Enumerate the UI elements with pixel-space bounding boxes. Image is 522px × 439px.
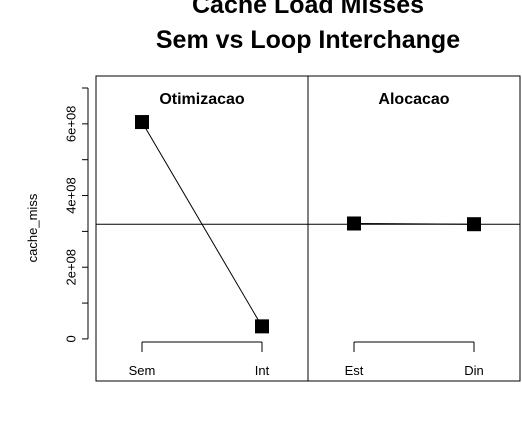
- y-axis: 0 2e+08 4e+08 6e+08: [63, 87, 89, 343]
- panel-title: Otimizacao: [159, 91, 245, 108]
- y-tick-label: 2e+08: [63, 249, 78, 286]
- x-tick-label: Sem: [129, 363, 156, 378]
- data-point: [347, 216, 361, 231]
- x-tick-label: Est: [345, 363, 364, 378]
- x-tick-label: Int: [255, 363, 270, 378]
- y-tick-label: 4e+08: [63, 177, 78, 214]
- y-axis-label: cache_miss: [25, 193, 40, 262]
- panel-alocacao: Alocacao Est Din: [345, 91, 484, 378]
- chart-title-line2: Sem vs Loop Interchange: [156, 26, 460, 54]
- panel-otimizacao: Otimizacao Sem Int: [129, 91, 270, 378]
- panel-title: Alocacao: [378, 91, 449, 108]
- y-tick-label: 0: [63, 335, 78, 342]
- data-point: [255, 319, 269, 334]
- data-point: [135, 115, 149, 130]
- x-tick-label: Din: [464, 363, 484, 378]
- chart-title-line1: Cache Load Misses: [192, 0, 424, 19]
- panels: Otimizacao Sem Int Alocacao Est Din: [129, 91, 484, 378]
- y-tick-label: 6e+08: [63, 106, 78, 143]
